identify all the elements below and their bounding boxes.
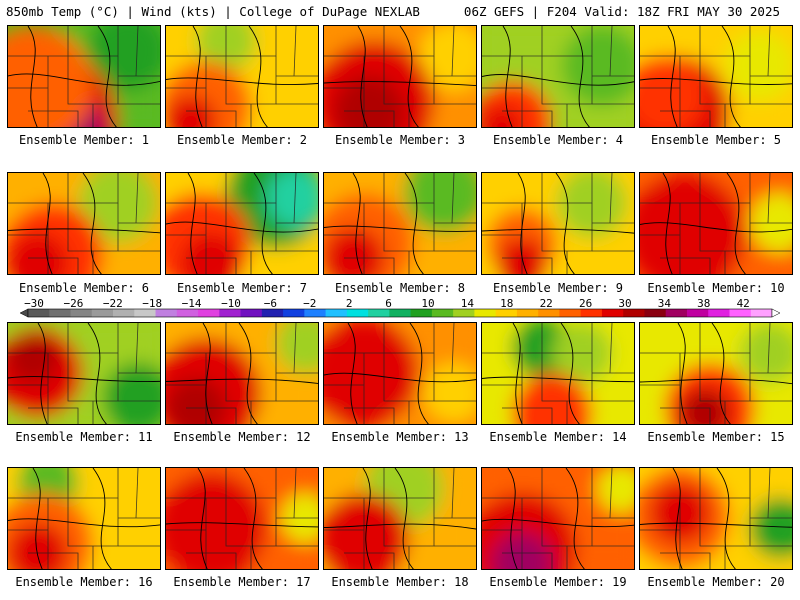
ensemble-member-label: Ensemble Member: 20	[647, 575, 785, 589]
colorbar-segment	[601, 309, 624, 317]
ensemble-member-label: Ensemble Member: 8	[334, 281, 466, 295]
ensemble-member-map	[7, 322, 161, 425]
ensemble-member-label: Ensemble Member: 15	[647, 430, 785, 444]
colorbar-segment	[91, 309, 114, 317]
ensemble-member-label: Ensemble Member: 17	[173, 575, 311, 589]
ensemble-member-map	[323, 467, 477, 570]
ensemble-member-map	[323, 322, 477, 425]
ensemble-member-label: Ensemble Member: 3	[334, 133, 466, 147]
ensemble-member-map	[639, 172, 793, 275]
ensemble-member-label: Ensemble Member: 13	[331, 430, 469, 444]
ensemble-member-map	[639, 467, 793, 570]
colorbar-segment	[580, 309, 603, 317]
colorbar-segment	[453, 309, 475, 317]
colorbar-segment	[708, 309, 730, 317]
ensemble-member-map	[7, 25, 161, 128]
colorbar-tick-label: −30	[24, 297, 44, 310]
ensemble-member-label: Ensemble Member: 16	[15, 575, 153, 589]
colorbar-tick-label: 2	[345, 297, 353, 310]
ensemble-member-label: Ensemble Member: 5	[650, 133, 782, 147]
colorbar-tick-label: 38	[697, 297, 711, 310]
ensemble-member-label: Ensemble Member: 9	[492, 281, 624, 295]
ensemble-member-label: Ensemble Member: 2	[176, 133, 308, 147]
colorbar-tick-label: 42	[736, 297, 750, 310]
ensemble-member-label: Ensemble Member: 7	[176, 281, 308, 295]
ensemble-member-map	[481, 467, 635, 570]
colorbar-segment	[219, 309, 242, 317]
colorbar-tick-label: −18	[142, 297, 163, 310]
colorbar-segment	[70, 309, 93, 317]
colorbar-segment	[261, 309, 284, 317]
colorbar-tick-label: −6	[263, 297, 278, 310]
colorbar-segment	[644, 309, 667, 317]
colorbar-segment	[325, 309, 348, 317]
ensemble-member-map	[481, 172, 635, 275]
colorbar-segment	[155, 309, 178, 317]
colorbar-segment	[176, 309, 199, 317]
colorbar-segment	[474, 309, 497, 317]
ensemble-member-map	[323, 172, 477, 275]
ensemble-member-label: Ensemble Member: 14	[489, 430, 627, 444]
ensemble-member-map	[165, 172, 319, 275]
colorbar-segment	[516, 309, 539, 317]
colorbar-segment	[729, 309, 752, 317]
colorbar-segment	[198, 309, 220, 317]
colorbar-segment	[495, 309, 518, 317]
colorbar-tick-label: 22	[539, 297, 553, 310]
colorbar-segment	[538, 309, 560, 317]
colorbar-tick-label: 26	[578, 297, 593, 310]
colorbar-max-arrow	[771, 308, 781, 318]
colorbar-min-arrow	[19, 308, 29, 318]
colorbar-segment	[410, 309, 433, 317]
ensemble-member-map	[323, 25, 477, 128]
colorbar-segment	[28, 309, 50, 317]
colorbar-tick-label: 30	[618, 297, 632, 310]
colorbar-tick-label: −2	[303, 297, 317, 310]
colorbar-segment	[240, 309, 263, 317]
colorbar-segment	[283, 309, 305, 317]
ensemble-member-map	[165, 322, 319, 425]
colorbar-segment	[623, 309, 645, 317]
ensemble-member-map	[639, 322, 793, 425]
colorbar-segment	[49, 309, 72, 317]
ensemble-member-map	[7, 172, 161, 275]
colorbar-tick-label: −26	[63, 297, 84, 310]
colorbar-tick-label: −10	[221, 297, 241, 310]
ensemble-member-map	[7, 467, 161, 570]
colorbar-tick-label: 34	[657, 297, 672, 310]
colorbar-segment	[750, 309, 773, 317]
colorbar-segment	[665, 309, 688, 317]
map-title: 850mb Temp (°C) | Wind (kts) | College o…	[6, 4, 420, 19]
colorbar-tick-label: −14	[181, 297, 202, 310]
colorbar-tick-label: 18	[500, 297, 514, 310]
ensemble-member-label: Ensemble Member: 18	[331, 575, 469, 589]
colorbar-segment	[134, 309, 157, 317]
colorbar-segment	[559, 309, 582, 317]
ensemble-member-label: Ensemble Member: 19	[489, 575, 627, 589]
colorbar-segment	[431, 309, 454, 317]
temperature-colorbar	[19, 308, 781, 318]
ensemble-member-label: Ensemble Member: 12	[173, 430, 311, 444]
colorbar-segment	[686, 309, 709, 317]
ensemble-member-label: Ensemble Member: 4	[492, 133, 624, 147]
colorbar-segment	[304, 309, 327, 317]
ensemble-member-label: Ensemble Member: 11	[15, 430, 153, 444]
colorbar-tick-label: −22	[102, 297, 123, 310]
colorbar-segment	[346, 309, 369, 317]
ensemble-member-label: Ensemble Member: 1	[18, 133, 150, 147]
colorbar-segment	[368, 309, 390, 317]
ensemble-member-map	[481, 25, 635, 128]
model-run-info: 06Z GEFS | F204 Valid: 18Z FRI MAY 30 20…	[463, 4, 780, 19]
ensemble-member-label: Ensemble Member: 10	[647, 281, 785, 295]
colorbar-segment	[113, 309, 135, 317]
ensemble-member-map	[165, 467, 319, 570]
colorbar-tick-label: 10	[421, 297, 435, 310]
colorbar-segment	[389, 309, 412, 317]
ensemble-member-map	[165, 25, 319, 128]
colorbar-tick-label: 14	[460, 297, 475, 310]
ensemble-member-label: Ensemble Member: 6	[18, 281, 150, 295]
colorbar-tick-label: 6	[385, 297, 392, 310]
ensemble-member-map	[481, 322, 635, 425]
ensemble-member-map	[639, 25, 793, 128]
